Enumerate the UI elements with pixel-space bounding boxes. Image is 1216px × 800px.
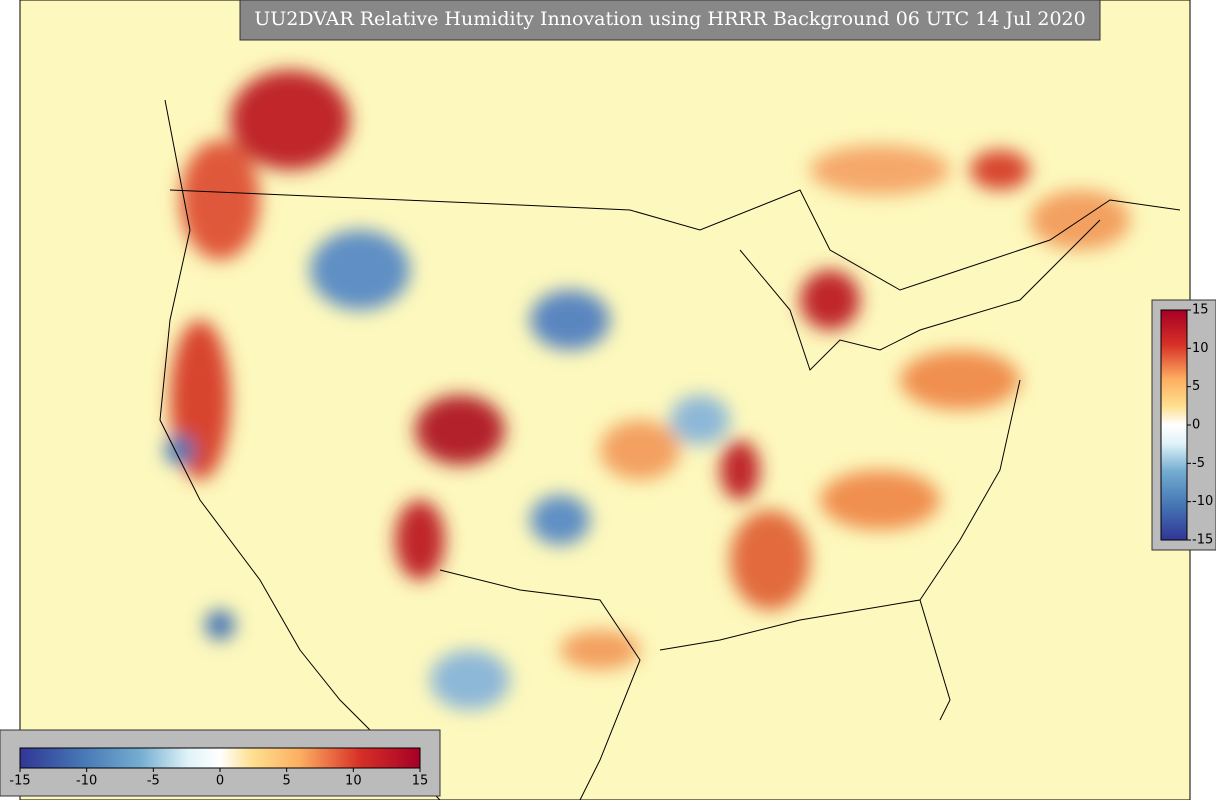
title-box bbox=[239, 0, 1101, 41]
map-title: UU2DVAR Relative Humidity Innovation usi… bbox=[254, 8, 1086, 30]
tick-label: 10 bbox=[345, 774, 362, 789]
tick-label: 15 bbox=[1192, 303, 1209, 318]
tick-label: 5 bbox=[1192, 379, 1200, 394]
colorbar bbox=[1160, 309, 1188, 541]
tick-label: -5 bbox=[1192, 456, 1205, 471]
tick-label: -10 bbox=[1192, 494, 1213, 509]
tick-label: 5 bbox=[283, 774, 291, 789]
tick-label: 0 bbox=[1192, 418, 1200, 433]
tick-label: 15 bbox=[412, 774, 429, 789]
tick-label: -15 bbox=[9, 774, 30, 789]
tick-label: -15 bbox=[1192, 533, 1213, 548]
tick-label: -10 bbox=[76, 774, 97, 789]
tick-label: -5 bbox=[147, 774, 160, 789]
tick-label: 10 bbox=[1192, 341, 1209, 356]
tick-label: 0 bbox=[216, 774, 224, 789]
colorbar bbox=[19, 747, 421, 769]
humidity-field bbox=[165, 70, 1130, 710]
